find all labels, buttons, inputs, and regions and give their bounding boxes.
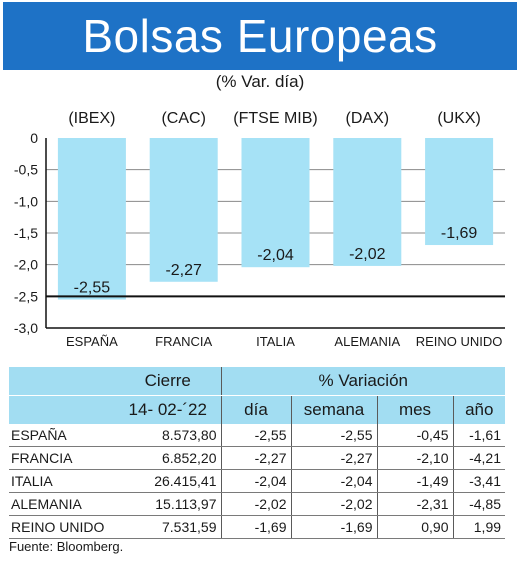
subheader-anio: año — [452, 395, 506, 424]
row-cierre: 6.852,20 — [115, 446, 221, 470]
y-tick-label: -1,5 — [14, 225, 38, 241]
row-anio: -3,41 — [452, 469, 506, 493]
row-dia: -1,69 — [220, 515, 291, 539]
x-tick-label: FRANCIA — [155, 334, 212, 349]
row-anio: -1,61 — [452, 424, 506, 447]
table-row: REINO UNIDO 7.531,59 -1,69 -1,69 0,90 1,… — [9, 515, 506, 539]
row-country: ESPAÑA — [9, 424, 115, 447]
table-row: ALEMANIA 15.113,97 -2,02 -2,02 -2,31 -4,… — [9, 492, 506, 516]
row-mes: -2,10 — [376, 446, 453, 470]
row-semana: -2,55 — [290, 424, 377, 447]
data-table: Cierre % Variación 14- 02-´22 día semana… — [9, 367, 506, 539]
row-mes: 0,90 — [376, 515, 453, 539]
row-anio: -4,85 — [452, 492, 506, 516]
subheader-blank — [9, 395, 115, 424]
y-tick-label: 0 — [30, 130, 38, 146]
row-dia: -2,55 — [220, 424, 291, 447]
y-tick-label: -2,0 — [14, 257, 38, 273]
x-tick-label: ESPAÑA — [66, 334, 118, 349]
row-cierre: 15.113,97 — [115, 492, 221, 516]
index-label: (DAX) — [346, 110, 390, 127]
table-header-row: Cierre % Variación — [9, 367, 506, 396]
bar-value-label: -2,04 — [257, 247, 294, 264]
index-label: (FTSE MIB) — [233, 110, 317, 127]
bar — [57, 138, 126, 300]
header-cierre: Cierre — [115, 367, 221, 396]
x-tick-label: REINO UNIDO — [416, 334, 503, 349]
row-country: FRANCIA — [9, 446, 115, 470]
index-label: (UKX) — [437, 110, 481, 127]
row-dia: -2,02 — [220, 492, 291, 516]
row-country: ALEMANIA — [9, 492, 115, 516]
subheader-dia: día — [220, 395, 291, 424]
bar — [241, 138, 310, 268]
source-note: Fuente: Bloomberg. — [9, 539, 124, 554]
row-country: REINO UNIDO — [9, 515, 115, 539]
row-cierre: 26.415,41 — [115, 469, 221, 493]
row-semana: -1,69 — [290, 515, 377, 539]
bar — [333, 138, 402, 266]
row-semana: -2,27 — [290, 446, 377, 470]
bar-value-label: -1,69 — [441, 225, 478, 242]
title-banner: Bolsas Europeas — [3, 2, 517, 70]
row-anio: 1,99 — [452, 515, 506, 539]
subheader-semana: semana — [290, 395, 377, 424]
subheader-mes: mes — [376, 395, 453, 424]
row-country: ITALIA — [9, 469, 115, 493]
bar-value-label: -2,02 — [349, 246, 386, 263]
table-row: FRANCIA 6.852,20 -2,27 -2,27 -2,10 -4,21 — [9, 446, 506, 470]
y-tick-label: -0,5 — [14, 162, 38, 178]
row-cierre: 8.573,80 — [115, 424, 221, 447]
data-table-wrap: Cierre % Variación 14- 02-´22 día semana… — [9, 367, 506, 539]
table-subheader-row: 14- 02-´22 día semana mes año — [9, 395, 506, 424]
row-dia: -2,04 — [220, 469, 291, 493]
row-dia: -2,27 — [220, 446, 291, 470]
y-tick-label: -3,0 — [14, 320, 38, 336]
row-semana: -2,02 — [290, 492, 377, 516]
row-mes: -0,45 — [376, 424, 453, 447]
row-cierre: 7.531,59 — [115, 515, 221, 539]
subheader-date: 14- 02-´22 — [115, 395, 221, 424]
chart-subtitle: (% Var. día) — [215, 72, 305, 91]
row-semana: -2,04 — [290, 469, 377, 493]
bar-value-label: -2,27 — [165, 262, 202, 279]
bar-value-label: -2,55 — [74, 280, 111, 297]
header-blank — [9, 367, 115, 396]
table-row: ITALIA 26.415,41 -2,04 -2,04 -1,49 -3,41 — [9, 469, 506, 493]
x-tick-label: ITALIA — [256, 334, 295, 349]
bar — [425, 138, 494, 246]
index-label: (IBEX) — [68, 110, 115, 127]
row-mes: -1,49 — [376, 469, 453, 493]
chart-title: Bolsas Europeas — [82, 10, 438, 62]
bar — [149, 138, 218, 282]
bar-chart: 0 -0,5 -1,0 -1,5 -2,0 -2,5 -3,0 (IBEX) -2,55 ESPA… — [14, 110, 505, 349]
y-tick-label: -2,5 — [14, 288, 38, 304]
row-anio: -4,21 — [452, 446, 506, 470]
x-tick-label: ALEMANIA — [334, 334, 400, 349]
y-tick-label: -1,0 — [14, 193, 38, 209]
index-label: (CAC) — [161, 110, 205, 127]
row-mes: -2,31 — [376, 492, 453, 516]
table-row: ESPAÑA 8.573,80 -2,55 -2,55 -0,45 -1,61 — [9, 424, 506, 447]
header-variacion: % Variación — [220, 367, 506, 396]
